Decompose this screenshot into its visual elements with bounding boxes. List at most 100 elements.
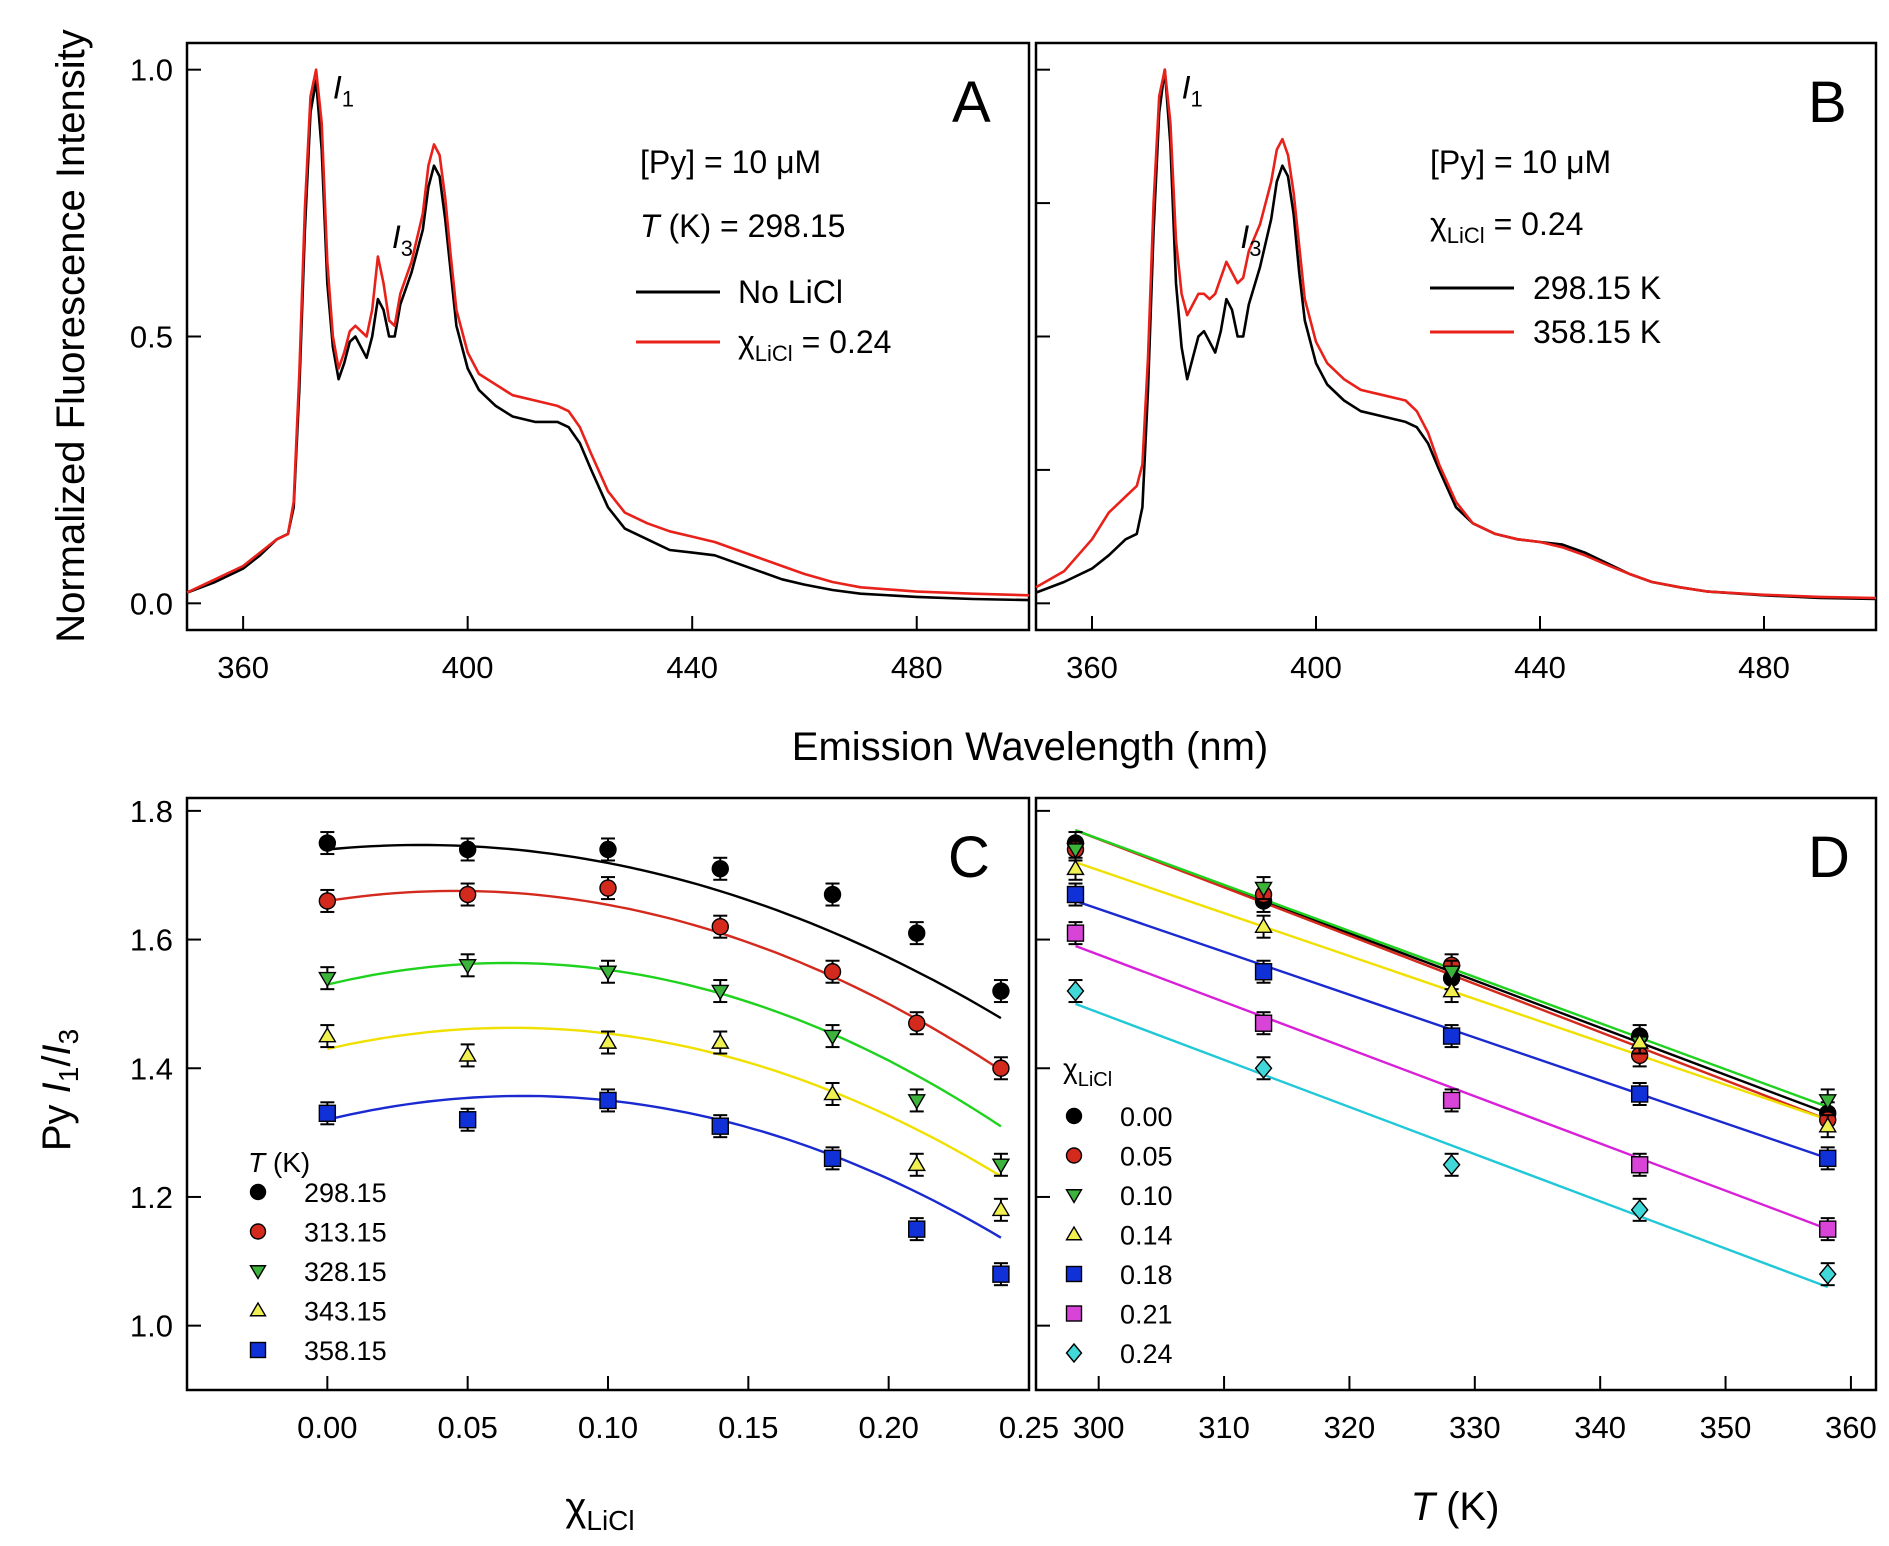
panel-c-xtick-label-4: 0.20 bbox=[858, 1410, 918, 1445]
panel-a-ytick-label-0: 0.0 bbox=[130, 586, 173, 621]
panel-c-fit-1 bbox=[327, 889, 1002, 1072]
panel-d-legend-label-0: 0.00 bbox=[1120, 1102, 1173, 1132]
panel-c-legend: 298.15 313.15 328.15 343.15 358.15 bbox=[249, 1178, 387, 1366]
panel-c-point-4-4 bbox=[823, 1149, 842, 1168]
panel-c-point-0-1 bbox=[458, 840, 477, 859]
panel-d-legend-label-1: 0.05 bbox=[1120, 1142, 1173, 1172]
panel-c-point-2-0 bbox=[318, 971, 337, 988]
panel-c: 0.00 0.05 0.10 0.15 0.20 0.25 1.0 1.2 1.4 1.6 1.8 bbox=[130, 794, 1059, 1445]
panel-a-ytick-label-2: 1.0 bbox=[130, 53, 173, 88]
panel-c-xtick-label-1: 0.05 bbox=[437, 1410, 497, 1445]
panel-d-xtick-label-5: 350 bbox=[1700, 1410, 1752, 1445]
panel-b-xtick-label-0: 360 bbox=[1066, 650, 1118, 685]
panel-d-legend-marker-3 bbox=[1065, 1225, 1083, 1241]
panel-d-legend-marker-1 bbox=[1065, 1147, 1083, 1164]
panel-c-point-1-3 bbox=[711, 917, 729, 936]
panel-c-point-1-2 bbox=[599, 879, 617, 897]
panel-c-point-2-6 bbox=[991, 1158, 1011, 1175]
panel-c-xtick-label-0: 0.00 bbox=[297, 1410, 357, 1445]
panel-c-legend-label-2: 328.15 bbox=[304, 1257, 387, 1287]
panel-d-point-2-1 bbox=[1254, 881, 1273, 898]
panel-a-ytick-label-1: 0.5 bbox=[130, 320, 173, 355]
panel-a-xtick-label-1: 400 bbox=[442, 650, 494, 685]
panel-d-point-3-1 bbox=[1254, 917, 1273, 933]
panel-c-point-0-4 bbox=[823, 885, 842, 904]
panel-a-ylabel: Normalized Fluorescence Intensity bbox=[49, 29, 93, 643]
panel-letter-a: A bbox=[952, 70, 991, 135]
panel-c-point-1-4 bbox=[823, 963, 842, 981]
panel-c-fit-3 bbox=[327, 1026, 1002, 1178]
panel-c-xtick-label-3: 0.15 bbox=[718, 1410, 778, 1445]
panel-d-legend-label-3: 0.14 bbox=[1120, 1221, 1173, 1251]
panel-c-point-3-0 bbox=[318, 1026, 337, 1043]
panel-d-xtick-label-0: 300 bbox=[1073, 1410, 1125, 1445]
panel-c-point-4-2 bbox=[599, 1091, 617, 1110]
panel-d-legend-label-2: 0.10 bbox=[1120, 1181, 1173, 1211]
panel-c-xlabel: χLiCl bbox=[565, 1485, 634, 1536]
panel-c-point-4-5 bbox=[908, 1220, 926, 1238]
panel-a-legend-label-1: χLiCl = 0.24 bbox=[738, 324, 891, 366]
panel-c-point-0-5 bbox=[908, 924, 926, 942]
panel-c-ylabel: Py I1/I3 bbox=[35, 1029, 84, 1151]
panel-c-point-3-2 bbox=[598, 1033, 618, 1049]
panel-d-point-2-0 bbox=[1066, 843, 1085, 859]
panel-c-xtick-label-5: 0.25 bbox=[999, 1410, 1059, 1445]
panel-b-xtick-label-2: 440 bbox=[1514, 650, 1566, 685]
panel-d-legend: 0.00 0.05 0.10 0.14 0.18 0.21 0.24 bbox=[1065, 1102, 1173, 1369]
panel-b-peak-label-0: I1 bbox=[1182, 69, 1203, 111]
panel-d-xtick-label-4: 340 bbox=[1574, 1410, 1626, 1445]
panel-letter-d: D bbox=[1808, 825, 1850, 890]
panel-c-point-2-1 bbox=[458, 959, 477, 975]
panel-d-point-5-0 bbox=[1066, 924, 1085, 942]
panel-d-fit-5 bbox=[1075, 944, 1829, 1231]
panel-c-point-0-6 bbox=[992, 982, 1010, 1000]
panel-c-ytick-label-1: 1.2 bbox=[130, 1180, 173, 1215]
panel-c-fit-0 bbox=[327, 843, 1002, 1020]
panel-d-legend-label-4: 0.18 bbox=[1120, 1260, 1173, 1290]
panel-b-peak-label-1: I3 bbox=[1240, 219, 1261, 261]
panel-c-point-4-6 bbox=[992, 1265, 1010, 1283]
panel-a-legend-label-0: No LiCl bbox=[738, 274, 843, 310]
panel-d-point-5-4 bbox=[1819, 1220, 1837, 1238]
panel-d-point-4-0 bbox=[1066, 885, 1085, 904]
panel-d-point-5-3 bbox=[1630, 1156, 1649, 1174]
panel-d-point-3-4 bbox=[1818, 1116, 1837, 1133]
panel-c-legend-label-4: 358.15 bbox=[304, 1336, 387, 1366]
panel-d-xtick-label-6: 360 bbox=[1825, 1410, 1877, 1445]
panel-d-legend-label-6: 0.24 bbox=[1120, 1339, 1173, 1369]
panel-c-point-4-0 bbox=[318, 1104, 337, 1123]
panel-c-legend-marker-2 bbox=[249, 1265, 267, 1280]
panel-b: 360 400 440 480 I1 I3 bbox=[1035, 68, 1877, 685]
panel-d-legend-marker-6 bbox=[1065, 1342, 1083, 1364]
panel-a-temp-annotation: T (K) = 298.15 bbox=[640, 208, 845, 244]
panel-d-point-5-1 bbox=[1254, 1014, 1273, 1032]
panel-b-xtick-label-3: 480 bbox=[1738, 650, 1790, 685]
panel-d-fit-6 bbox=[1075, 1002, 1829, 1289]
panel-c-legend-label-1: 313.15 bbox=[304, 1218, 387, 1248]
panel-c-legend-label-0: 298.15 bbox=[304, 1178, 387, 1208]
panel-c-point-2-4 bbox=[823, 1029, 842, 1046]
panel-a-peak-label-0: I1 bbox=[333, 69, 354, 111]
panel-c-point-0-2 bbox=[599, 840, 617, 859]
panel-d-point-6-0 bbox=[1066, 980, 1085, 1002]
panel-c-legend-marker-0 bbox=[249, 1183, 267, 1201]
panel-c-point-2-2 bbox=[598, 965, 618, 982]
panel-d-point-4-2 bbox=[1442, 1027, 1461, 1045]
panel-a-conc-annotation: [Py] = 10 μM bbox=[640, 144, 821, 180]
panel-c-fit-4 bbox=[327, 1094, 1002, 1239]
panel-d-point-2-2 bbox=[1442, 965, 1461, 982]
panel-c-fit-2 bbox=[327, 961, 1002, 1128]
panel-c-legend-label-3: 343.15 bbox=[304, 1297, 387, 1327]
panel-c-ytick-label-2: 1.4 bbox=[130, 1051, 173, 1086]
panel-d-legend-marker-4 bbox=[1065, 1265, 1083, 1283]
panel-c-point-2-3 bbox=[711, 984, 730, 1001]
panel-a-series-1-line bbox=[186, 68, 1030, 597]
panel-c-point-0-3 bbox=[711, 860, 729, 878]
panel-d-legend-title: χLiCl bbox=[1063, 1053, 1112, 1091]
panel-a-peak-label-1: I3 bbox=[392, 219, 413, 261]
panel-a-frame bbox=[185, 41, 1031, 632]
panel-c-point-1-6 bbox=[992, 1059, 1010, 1077]
panel-c-point-1-0 bbox=[318, 892, 337, 910]
panel-a: 360 400 440 480 0.0 0.5 1.0 I1 I3 bbox=[130, 53, 1030, 685]
